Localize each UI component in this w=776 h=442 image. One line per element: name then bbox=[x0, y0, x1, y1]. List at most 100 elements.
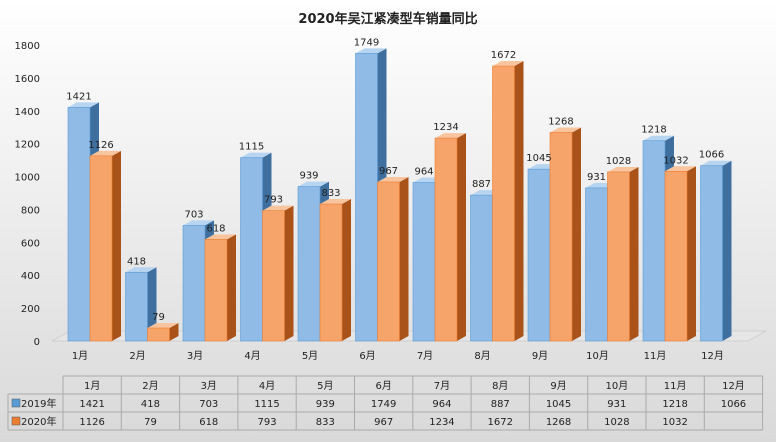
bar-2019 bbox=[642, 140, 666, 342]
bar-2019 bbox=[67, 107, 91, 342]
bar-2020 bbox=[377, 181, 400, 342]
table-header: 12月 bbox=[722, 380, 745, 392]
bar-2019 bbox=[355, 53, 378, 342]
table-header: 8月 bbox=[492, 380, 508, 392]
y-tick-label: 200 bbox=[21, 304, 40, 315]
data-label: 1045 bbox=[526, 153, 551, 164]
bar-side bbox=[457, 133, 466, 341]
bar-side bbox=[722, 160, 732, 341]
table-cell: 1218 bbox=[662, 399, 687, 410]
table-cell: 1268 bbox=[546, 417, 571, 428]
bar-top bbox=[262, 205, 294, 211]
x-tick-label: 10月 bbox=[586, 350, 609, 362]
bar-side bbox=[514, 61, 524, 341]
table-cell: 964 bbox=[432, 399, 451, 410]
bar-top bbox=[125, 267, 157, 273]
table-cell: 1045 bbox=[546, 399, 571, 410]
data-label: 1421 bbox=[66, 91, 91, 102]
data-label: 1218 bbox=[641, 125, 666, 136]
bar-2020 bbox=[607, 171, 630, 342]
y-tick-label: 1800 bbox=[15, 41, 40, 52]
bar-side bbox=[169, 323, 179, 341]
bar-2020 bbox=[319, 203, 343, 342]
bar-top bbox=[607, 166, 639, 172]
bar-top bbox=[492, 61, 524, 67]
bar-top bbox=[147, 323, 179, 329]
data-label: 618 bbox=[206, 223, 225, 234]
table-cell: 939 bbox=[316, 399, 335, 410]
table-cell: 1066 bbox=[721, 399, 746, 410]
data-label: 1115 bbox=[239, 142, 264, 153]
bar-2019 bbox=[585, 187, 608, 342]
bar-2020 bbox=[549, 132, 573, 342]
bar-2019 bbox=[470, 194, 493, 342]
bar-2019 bbox=[182, 225, 206, 342]
table-header: 3月 bbox=[201, 380, 217, 392]
y-tick-label: 1400 bbox=[15, 107, 40, 118]
table-cell: 1028 bbox=[604, 417, 629, 428]
bar-top bbox=[665, 166, 696, 172]
legend-label: 2020年 bbox=[21, 415, 56, 428]
x-tick-label: 1月 bbox=[72, 350, 88, 362]
y-tick-label: 1200 bbox=[15, 140, 40, 151]
bar-top bbox=[355, 48, 387, 54]
table-header: 1月 bbox=[84, 380, 100, 392]
data-label: 1234 bbox=[433, 122, 458, 133]
bar-2020 bbox=[204, 239, 228, 342]
bar-2019 bbox=[700, 165, 723, 342]
x-tick-label: 6月 bbox=[359, 350, 375, 362]
y-tick-label: 600 bbox=[21, 238, 40, 249]
table-cell: 967 bbox=[374, 417, 393, 428]
bar-2019 bbox=[125, 271, 148, 342]
bar-2020 bbox=[89, 155, 113, 342]
table-header: 9月 bbox=[550, 380, 566, 392]
data-label: 79 bbox=[152, 312, 165, 323]
bar-2019 bbox=[527, 168, 551, 342]
bar-2019 bbox=[240, 157, 263, 342]
bar-2020 bbox=[262, 210, 285, 342]
table-cell: 703 bbox=[199, 399, 218, 410]
data-label: 703 bbox=[184, 209, 203, 220]
bar-2020 bbox=[434, 137, 458, 342]
y-tick-label: 1600 bbox=[15, 74, 40, 85]
data-label: 1672 bbox=[491, 50, 516, 61]
data-label: 887 bbox=[472, 179, 491, 190]
table-header: 6月 bbox=[375, 380, 391, 392]
bar-top bbox=[550, 127, 581, 133]
data-label: 833 bbox=[321, 188, 340, 199]
data-label: 418 bbox=[127, 256, 146, 267]
table-cell: 1032 bbox=[662, 417, 687, 428]
y-tick-label: 0 bbox=[34, 337, 40, 348]
x-tick-label: 12月 bbox=[701, 350, 724, 362]
x-tick-label: 11月 bbox=[644, 350, 667, 362]
bar-side bbox=[399, 176, 409, 341]
bar-top bbox=[68, 102, 99, 108]
table-header: 5月 bbox=[317, 380, 333, 392]
bar-side bbox=[687, 166, 696, 341]
table-cell: 1234 bbox=[429, 417, 454, 428]
bar-top bbox=[90, 150, 121, 156]
bar-side bbox=[572, 127, 581, 342]
bar-top bbox=[435, 133, 466, 139]
table-header: 11月 bbox=[664, 380, 687, 392]
bar-side bbox=[342, 199, 351, 341]
legend-swatch-2020年 bbox=[11, 416, 21, 426]
bar-top bbox=[183, 220, 214, 226]
x-tick-label: 8月 bbox=[474, 350, 490, 362]
bar-2019 bbox=[412, 182, 436, 342]
data-label: 1268 bbox=[548, 116, 573, 127]
bar-top bbox=[643, 135, 674, 141]
legend-swatch-2019年 bbox=[11, 398, 21, 408]
bar-2019 bbox=[297, 186, 321, 342]
y-tick-label: 400 bbox=[21, 271, 40, 282]
y-tick-label: 800 bbox=[21, 205, 40, 216]
x-tick-label: 2月 bbox=[129, 350, 145, 362]
data-label: 1032 bbox=[663, 155, 688, 166]
table-cell: 793 bbox=[258, 417, 277, 428]
bar-top bbox=[700, 160, 732, 166]
bar-top bbox=[205, 234, 236, 240]
x-tick-label: 5月 bbox=[302, 350, 318, 362]
table-cell: 1126 bbox=[79, 417, 104, 428]
bar-side bbox=[147, 267, 157, 341]
bar-side bbox=[112, 150, 121, 341]
